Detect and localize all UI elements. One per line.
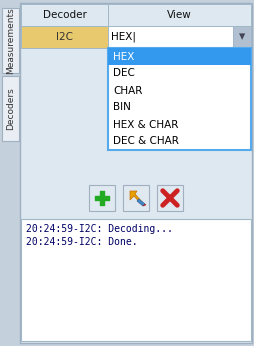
Bar (21, 26, 108, 48)
Text: HEX: HEX (113, 52, 134, 62)
Bar (232, 26, 250, 48)
Bar (108, 48, 250, 150)
Text: Decoders: Decoders (6, 87, 15, 130)
Text: DEC & CHAR: DEC & CHAR (113, 137, 178, 146)
Bar (21, 219, 250, 341)
Bar (2, 76, 19, 141)
Text: View: View (166, 10, 191, 20)
Text: I2C: I2C (56, 32, 73, 42)
Text: Measurements: Measurements (6, 7, 15, 74)
Text: ▾: ▾ (238, 30, 244, 44)
Bar (21, 4, 108, 26)
Bar (2, 8, 19, 73)
Bar (108, 48, 250, 65)
Bar (89, 185, 115, 211)
Bar (156, 185, 182, 211)
Text: CHAR: CHAR (113, 85, 142, 95)
Bar (108, 26, 232, 48)
Bar (0, 0, 22, 346)
Polygon shape (130, 191, 142, 205)
Bar (122, 185, 148, 211)
Polygon shape (136, 199, 145, 206)
Text: Decoder: Decoder (42, 10, 86, 20)
Text: DEC: DEC (113, 69, 134, 79)
Text: HEX|: HEX| (110, 32, 135, 42)
Text: 20:24:59-I2C: Decoding...: 20:24:59-I2C: Decoding... (26, 224, 172, 234)
Text: 20:24:59-I2C: Done.: 20:24:59-I2C: Done. (26, 237, 137, 247)
Text: BIN: BIN (113, 102, 130, 112)
Text: HEX & CHAR: HEX & CHAR (113, 119, 178, 129)
Bar (108, 4, 250, 26)
Polygon shape (142, 204, 146, 206)
